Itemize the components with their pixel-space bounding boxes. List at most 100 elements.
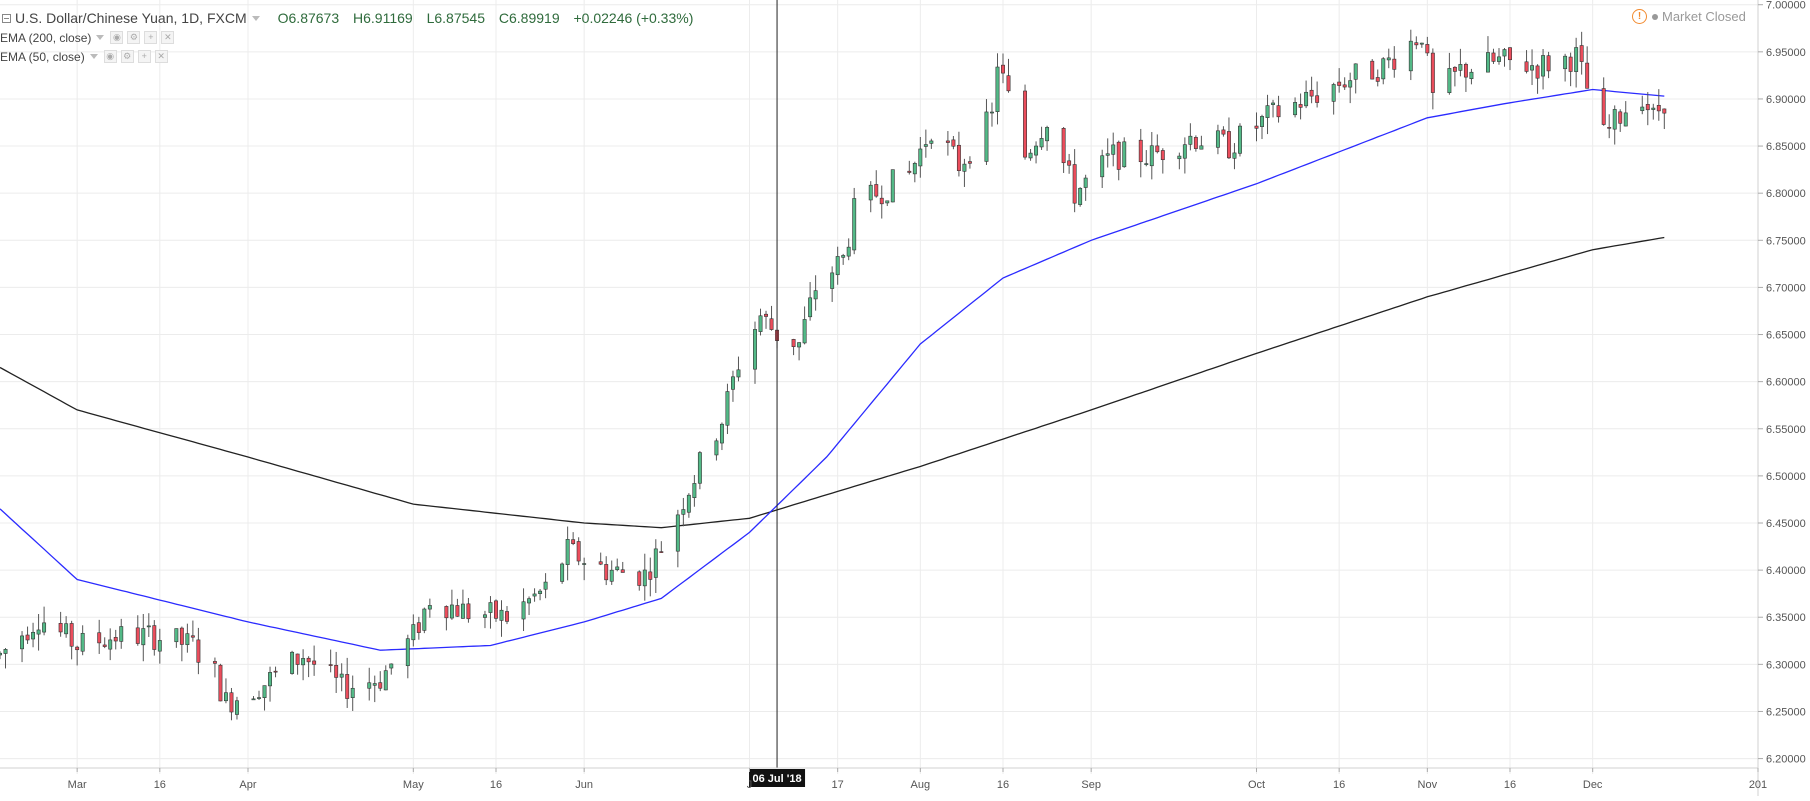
collapse-icon[interactable] xyxy=(2,13,11,23)
warning-icon: ! xyxy=(1632,9,1647,24)
ema50-series xyxy=(0,88,1665,651)
candle-down xyxy=(1193,137,1198,149)
candle-down xyxy=(229,692,234,713)
candle-down xyxy=(1061,128,1066,164)
candle-up xyxy=(1045,127,1050,142)
candle-down xyxy=(1546,55,1551,72)
candle-up xyxy=(984,111,989,162)
candle-up xyxy=(350,687,355,698)
candle-down xyxy=(620,569,625,573)
candle-up xyxy=(615,566,620,570)
candle-down xyxy=(328,664,333,666)
candle-up xyxy=(835,256,840,276)
time-tick-label: 17 xyxy=(832,779,844,791)
candle-down xyxy=(378,682,383,689)
candle-down xyxy=(1298,104,1303,108)
candle-down xyxy=(1276,105,1281,118)
candle-up xyxy=(995,66,1000,112)
candle-down xyxy=(75,646,80,651)
candle-up xyxy=(1034,145,1039,156)
chevron-down-icon[interactable] xyxy=(251,15,260,21)
price-tick-label: 6.45000 xyxy=(1766,518,1806,530)
open-value: O6.87673 xyxy=(277,10,340,26)
candle-up xyxy=(235,700,239,715)
candle-up xyxy=(1640,106,1645,112)
time-tick-label: 16 xyxy=(1504,779,1516,791)
candle-up xyxy=(532,593,537,597)
indicator-label-ema200[interactable]: EMA (200, close) xyxy=(0,30,92,45)
candle-up xyxy=(1304,91,1309,107)
candle-up xyxy=(251,698,256,701)
price-tick-label: 7.00000 xyxy=(1766,0,1806,12)
candle-down xyxy=(306,657,311,663)
candle-up xyxy=(1083,177,1088,188)
candle-up xyxy=(1265,105,1270,118)
candlestick-series xyxy=(0,29,1667,721)
time-tick-label: Aug xyxy=(911,779,931,791)
candle-up xyxy=(830,272,835,289)
time-tick-label: 16 xyxy=(997,779,1009,791)
candle-up xyxy=(3,649,8,654)
candle-up xyxy=(1111,144,1116,155)
chevron-down-icon[interactable] xyxy=(96,35,105,40)
candle-down xyxy=(1568,56,1573,72)
close-icon[interactable]: ✕ xyxy=(154,50,168,63)
settings-icon[interactable]: ⚙ xyxy=(120,50,134,63)
candle-down xyxy=(97,632,102,644)
candle-up xyxy=(1651,107,1656,110)
candle-down xyxy=(273,670,278,673)
price-tick-label: 6.35000 xyxy=(1766,612,1806,624)
candle-down xyxy=(764,313,768,317)
candle-up xyxy=(1293,102,1298,116)
more-icon[interactable]: + xyxy=(137,50,151,63)
time-axis[interactable]: Mar 16 Apr May 16 Jun J 17 Aug 16 Sep Oct 16 Nov 16 Dec… xyxy=(0,767,1767,791)
market-status-label: Market Closed xyxy=(1662,9,1746,24)
time-tick-label: 16 xyxy=(490,779,502,791)
candle-up xyxy=(1458,64,1463,71)
candle-up xyxy=(543,581,548,590)
market-status[interactable]: ! Market Closed xyxy=(1632,9,1746,24)
candle-up xyxy=(642,569,647,587)
candle-up xyxy=(157,640,162,652)
symbol-title[interactable]: U.S. Dollar/Chinese Yuan, 1D, FXCM xyxy=(15,10,247,26)
candle-down xyxy=(1001,64,1005,74)
candle-up xyxy=(852,198,857,251)
candle-up xyxy=(119,626,124,642)
candle-up xyxy=(681,509,686,515)
candle-down xyxy=(1463,63,1468,78)
candle-up xyxy=(1215,130,1220,148)
candle-down xyxy=(58,622,63,633)
candle-up xyxy=(389,663,394,669)
candle-up xyxy=(912,162,917,175)
candle-down xyxy=(196,639,201,663)
price-axis[interactable]: 6.20000 6.25000 6.30000 6.35000 6.40000 6.450… xyxy=(1757,0,1810,796)
close-icon[interactable]: ✕ xyxy=(161,31,175,44)
candle-up xyxy=(449,604,454,619)
candle-up xyxy=(846,246,851,257)
crosshair: 06 Jul '18 xyxy=(749,0,806,787)
time-tick-label: Mar xyxy=(68,779,87,791)
candle-up xyxy=(499,609,504,621)
candle-up xyxy=(731,376,735,390)
candle-down xyxy=(1585,62,1590,89)
candle-down xyxy=(1524,61,1529,72)
candle-up xyxy=(36,629,41,635)
candle-up xyxy=(1177,155,1182,160)
candle-up xyxy=(736,369,741,378)
more-icon[interactable]: + xyxy=(144,31,158,44)
eye-icon[interactable]: ◉ xyxy=(103,50,117,63)
candle-down xyxy=(1006,75,1011,92)
candle-up xyxy=(1078,187,1083,205)
indicator-row-ema200: EMA (200, close) ◉ ⚙ + ✕ xyxy=(0,28,703,47)
price-tick-label: 6.75000 xyxy=(1766,235,1806,247)
candle-up xyxy=(1232,152,1237,159)
candle-down xyxy=(1535,65,1540,79)
close-value: C6.89919 xyxy=(498,10,560,26)
indicator-label-ema50[interactable]: EMA (50, close) xyxy=(0,49,85,64)
chevron-down-icon[interactable] xyxy=(89,54,98,59)
eye-icon[interactable]: ◉ xyxy=(110,31,124,44)
price-tick-label: 6.80000 xyxy=(1766,188,1806,200)
candle-up xyxy=(80,632,85,652)
settings-icon[interactable]: ⚙ xyxy=(127,31,141,44)
